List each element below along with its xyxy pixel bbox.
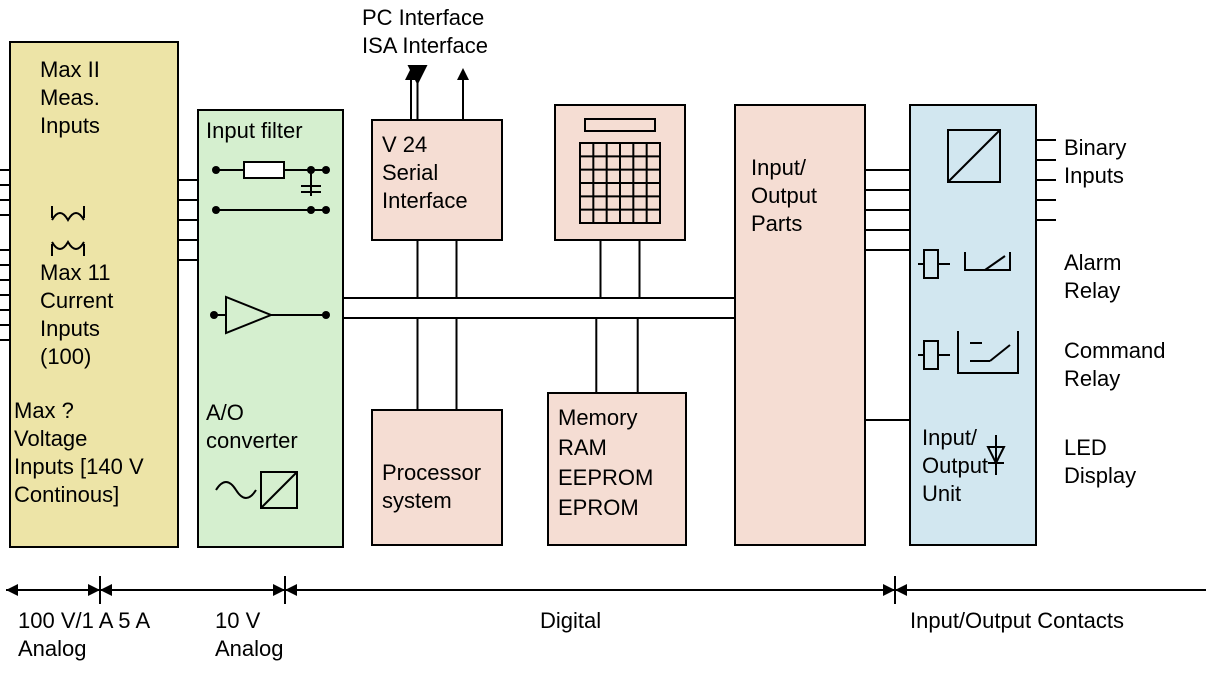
axis-label-analog1: Analog [18,636,87,661]
led-display-label: Display [1064,463,1136,488]
io-parts-label: Input/ [751,155,807,180]
io-parts-label: Output [751,183,817,208]
current-inputs-label: Max 11 [40,260,111,285]
current-inputs-label: Inputs [40,316,100,341]
memory-label: EPROM [558,495,639,520]
axis-label-digital: Digital [540,608,601,633]
io-unit-label: Input/ [922,425,978,450]
ao-converter-label: A/O [206,400,244,425]
io-parts-label: Parts [751,211,802,236]
axis-label-analog1: 100 V/1 A 5 A [18,608,150,633]
io-unit-box [910,105,1036,545]
meas-inputs-title: Inputs [40,113,100,138]
current-inputs-label: (100) [40,344,91,369]
command-relay-label: Command [1064,338,1165,363]
input-filter-title: Input filter [206,118,303,143]
pc-interface-label: PC Interface [362,5,484,30]
voltage-inputs-label: Voltage [14,426,87,451]
v24-label: Serial [382,160,438,185]
block-diagram: Max II Meas. Inputs Max 11 Current Inputs (100… [0,0,1212,690]
resistor-icon [244,162,284,178]
processor-label: system [382,488,452,513]
isa-interface-label: ISA Interface [362,33,488,58]
binary-inputs-label: Binary [1064,135,1126,160]
alarm-relay-label: Relay [1064,278,1120,303]
voltage-inputs-label: Inputs [140 V [14,454,144,479]
voltage-inputs-label: Max ? [14,398,74,423]
axis-label-analog2: 10 V [215,608,261,633]
ao-converter-label: converter [206,428,298,453]
io-unit-label: Unit [922,481,961,506]
voltage-inputs-label: Continous] [14,482,119,507]
memory-label: RAM [558,435,607,460]
meas-inputs-title: Meas. [40,85,100,110]
memory-label: EEPROM [558,465,653,490]
axis-label-io-contacts: Input/Output Contacts [910,608,1124,633]
meas-inputs-title: Max II [40,57,100,82]
binary-inputs-label: Inputs [1064,163,1124,188]
command-relay-label: Relay [1064,366,1120,391]
v24-label: V 24 [382,132,427,157]
processor-label: Processor [382,460,481,485]
led-display-label: LED [1064,435,1107,460]
current-inputs-label: Current [40,288,113,313]
io-unit-label: Output [922,453,988,478]
v24-label: Interface [382,188,468,213]
axis-label-analog2: Analog [215,636,284,661]
alarm-relay-label: Alarm [1064,250,1121,275]
memory-label: Memory [558,405,637,430]
